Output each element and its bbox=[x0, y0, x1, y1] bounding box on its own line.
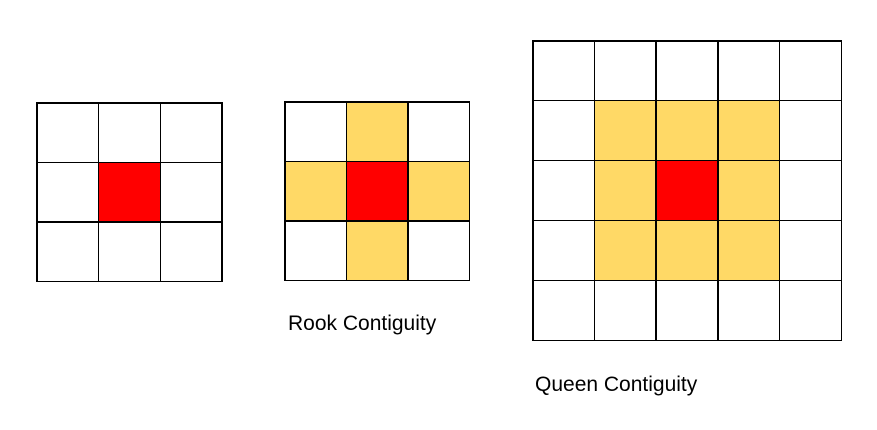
empty-cell bbox=[780, 221, 841, 280]
empty-cell bbox=[595, 41, 656, 100]
empty-cell bbox=[37, 103, 98, 162]
empty-cell bbox=[161, 222, 222, 281]
empty-cell bbox=[533, 221, 594, 280]
empty-cell bbox=[780, 41, 841, 100]
neighbor-cell bbox=[595, 221, 656, 280]
empty-cell bbox=[533, 281, 594, 340]
empty-cell bbox=[595, 281, 656, 340]
focal-cell-grid bbox=[36, 102, 223, 282]
neighbor-cell bbox=[347, 221, 407, 280]
empty-cell bbox=[718, 281, 779, 340]
empty-cell bbox=[37, 163, 98, 221]
neighbor-cell bbox=[595, 101, 656, 160]
empty-cell bbox=[408, 102, 469, 161]
neighbor-cell bbox=[718, 161, 779, 220]
empty-cell bbox=[533, 161, 594, 220]
empty-cell bbox=[285, 221, 346, 280]
empty-cell bbox=[99, 103, 160, 162]
empty-cell bbox=[780, 101, 841, 160]
focal-cell bbox=[99, 163, 160, 221]
neighbor-cell bbox=[718, 101, 779, 160]
empty-cell bbox=[37, 222, 98, 281]
empty-cell bbox=[533, 41, 594, 100]
empty-cell bbox=[780, 281, 841, 340]
queen-contiguity-grid bbox=[532, 40, 842, 341]
neighbor-cell bbox=[595, 161, 656, 220]
rook-contiguity-label: Rook Contiguity bbox=[288, 312, 437, 335]
empty-cell bbox=[161, 163, 222, 221]
empty-cell bbox=[533, 101, 594, 160]
empty-cell bbox=[656, 281, 718, 340]
neighbor-cell bbox=[408, 162, 469, 220]
empty-cell bbox=[408, 221, 469, 280]
neighbor-cell bbox=[285, 162, 346, 220]
neighbor-cell bbox=[718, 221, 779, 280]
empty-cell bbox=[285, 102, 346, 161]
queen-contiguity-label: Queen Contiguity bbox=[535, 373, 698, 396]
neighbor-cell bbox=[347, 102, 407, 161]
focal-cell bbox=[656, 161, 718, 220]
empty-cell bbox=[99, 222, 160, 281]
neighbor-cell bbox=[656, 101, 718, 160]
empty-cell bbox=[718, 41, 779, 100]
empty-cell bbox=[161, 103, 222, 162]
empty-cell bbox=[780, 161, 841, 220]
empty-cell bbox=[656, 41, 718, 100]
focal-cell bbox=[347, 162, 407, 220]
rook-contiguity-grid bbox=[284, 101, 470, 281]
neighbor-cell bbox=[656, 221, 718, 280]
